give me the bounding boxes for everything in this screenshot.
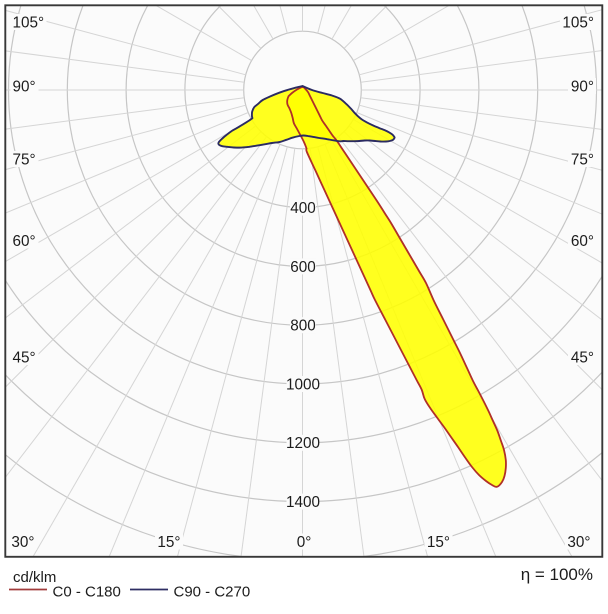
svg-text:1400: 1400	[286, 494, 320, 511]
svg-text:60°: 60°	[13, 233, 36, 250]
svg-text:90°: 90°	[13, 78, 36, 95]
svg-text:cd/klm: cd/klm	[13, 569, 56, 586]
svg-text:30°: 30°	[567, 534, 590, 551]
svg-text:400: 400	[290, 200, 316, 217]
svg-text:75°: 75°	[571, 151, 594, 168]
svg-text:45°: 45°	[571, 349, 594, 366]
svg-text:C90 - C270: C90 - C270	[174, 584, 251, 601]
svg-text:45°: 45°	[13, 349, 36, 366]
svg-text:1200: 1200	[286, 435, 320, 452]
svg-text:105°: 105°	[562, 14, 594, 31]
svg-text:600: 600	[290, 259, 316, 276]
svg-text:75°: 75°	[13, 151, 36, 168]
svg-text:800: 800	[290, 318, 316, 335]
svg-text:60°: 60°	[571, 233, 594, 250]
svg-text:0°: 0°	[297, 534, 312, 551]
svg-text:105°: 105°	[13, 14, 45, 31]
svg-text:15°: 15°	[157, 534, 180, 551]
svg-text:C0 - C180: C0 - C180	[53, 584, 121, 601]
svg-text:30°: 30°	[11, 534, 34, 551]
svg-text:90°: 90°	[571, 78, 594, 95]
svg-text:15°: 15°	[427, 534, 450, 551]
svg-text:1000: 1000	[286, 376, 320, 393]
svg-text:η = 100%: η = 100%	[521, 565, 593, 584]
